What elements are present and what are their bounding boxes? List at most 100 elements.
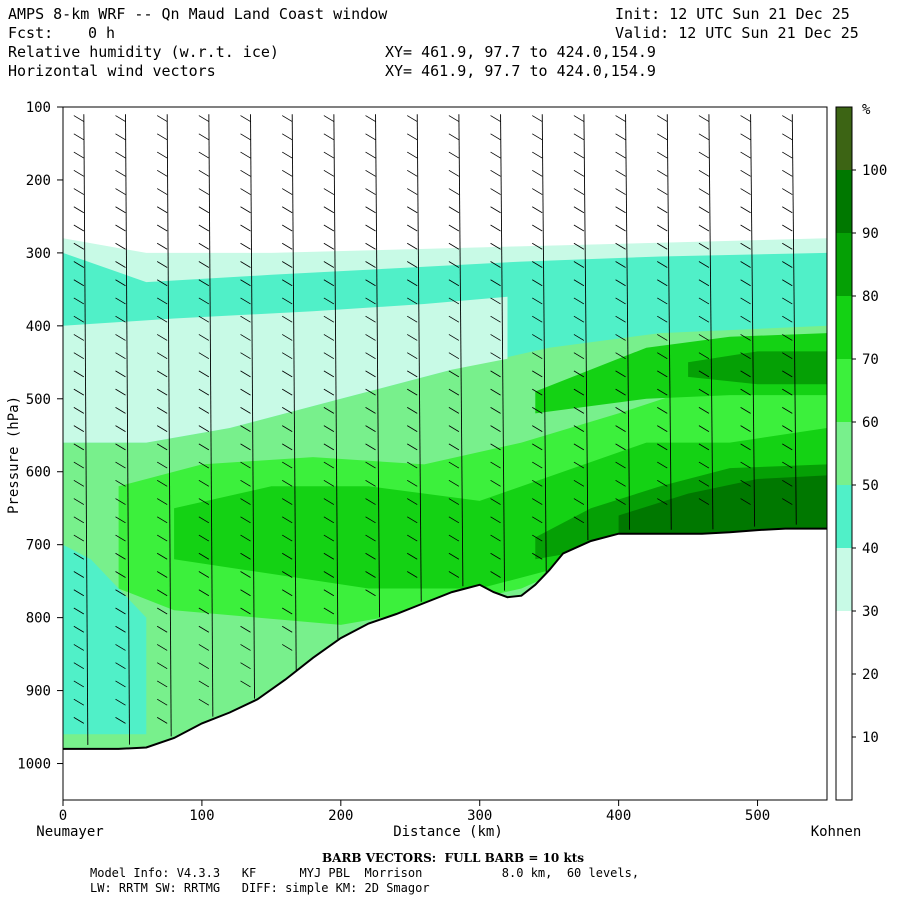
wind-barb-flag: [156, 662, 168, 670]
wind-barb-flag: [782, 188, 793, 195]
wind-barb-flag: [698, 334, 710, 341]
wind-barb-flag: [240, 589, 251, 597]
wind-barb-flag: [448, 461, 460, 469]
wind-barb-flag: [490, 169, 501, 177]
wind-barb-flag: [73, 370, 85, 378]
wind-barb-flag: [365, 315, 376, 323]
wind-barb-flag: [198, 334, 210, 341]
wind-barb-flag: [740, 188, 751, 195]
wind-barb-flag: [115, 261, 126, 268]
wind-barb-flag: [281, 425, 293, 432]
wind-barb-flag: [73, 589, 85, 597]
wind-barb-flag: [573, 224, 585, 232]
wind-barb-flag: [657, 443, 668, 451]
wind-barb-flag: [740, 370, 751, 378]
wind-barb-flag: [115, 151, 126, 159]
wind-barb-flag: [240, 370, 251, 378]
wind-barb-flag: [73, 115, 85, 122]
wind-barb-flag: [73, 388, 85, 396]
wind-barb-flag: [657, 133, 668, 141]
wind-barb-flag: [365, 279, 376, 287]
wind-barb-shaft: [791, 114, 797, 525]
wind-barb-flag: [657, 315, 668, 323]
wind-barb-flag: [573, 206, 585, 214]
y-tick-label: 300: [26, 246, 51, 262]
wind-barb-flag: [156, 388, 168, 396]
wind-barb-flag: [532, 206, 543, 214]
wind-barb-flag: [281, 242, 293, 250]
wind-barb-flag: [407, 315, 418, 323]
wind-barb-flag: [740, 279, 751, 287]
wind-barb-flag: [365, 151, 376, 159]
field-name-wind: Horizontal wind vectors: [8, 62, 216, 80]
wind-barb-flag: [115, 680, 126, 688]
colorbar-swatch: [836, 107, 852, 170]
wind-barb-flag: [198, 115, 210, 122]
colorbar-swatch: [836, 611, 852, 674]
wind-barb-flag: [73, 297, 85, 305]
wind-barb-flag: [782, 315, 793, 323]
wind-barb-flag: [156, 698, 168, 706]
wind-barb-flag: [740, 206, 751, 214]
wind-barb-flag: [740, 115, 751, 122]
wind-barb-flag: [407, 552, 418, 560]
wind-barb-flag: [532, 188, 543, 195]
wind-barb-flag: [448, 133, 460, 141]
wind-barb-flag: [365, 461, 376, 469]
field-name-rh: Relative humidity (w.r.t. ice): [8, 43, 279, 61]
wind-barb-flag: [490, 133, 501, 141]
y-tick-label: 900: [26, 684, 51, 700]
wind-barb-flag: [532, 516, 543, 524]
wind-barb-flag: [573, 151, 585, 159]
wind-barb-flag: [698, 206, 710, 214]
wind-barb-flag: [782, 443, 793, 451]
wind-barb-flag: [198, 571, 210, 578]
wind-barb-flag: [448, 352, 460, 360]
wind-barb-flag: [532, 297, 543, 305]
wind-barb-flag: [323, 479, 335, 487]
wind-barb-shaft: [750, 114, 756, 527]
wind-barb-flag: [407, 407, 418, 414]
colorbar-swatch: [836, 674, 852, 737]
wind-barb-flag: [740, 352, 751, 360]
wind-barb-flag: [532, 115, 543, 122]
wind-barb-flag: [657, 352, 668, 360]
wind-barb-flag: [240, 224, 251, 232]
wind-barb-flag: [573, 479, 585, 487]
wind-barb-flag: [73, 625, 85, 633]
y-axis-label: Pressure (hPa): [6, 396, 22, 514]
wind-barb-flag: [115, 516, 126, 524]
wind-barb-flag: [240, 206, 251, 214]
wind-barb-shaft: [375, 114, 380, 618]
wind-barb-flag: [281, 224, 293, 232]
wind-barb-flag: [740, 407, 751, 414]
wind-barb-flag: [323, 571, 335, 578]
wind-barb-flag: [490, 315, 501, 323]
wind-barb-flag: [532, 352, 543, 360]
wind-barb-flag: [281, 534, 293, 542]
wind-barb-flag: [115, 206, 126, 214]
wind-barb-flag: [281, 388, 293, 396]
wind-barb-flag: [281, 206, 293, 214]
wind-barb-flag: [73, 644, 85, 651]
wind-barb-flag: [323, 407, 335, 414]
wind-barb-flag: [156, 370, 168, 378]
wind-barb-flag: [115, 607, 126, 615]
y-tick-label: 700: [26, 538, 51, 554]
wind-barb-flag: [73, 680, 85, 688]
wind-barb-flag: [240, 534, 251, 542]
wind-barb-flag: [323, 169, 335, 177]
wind-barb-flag: [73, 261, 85, 268]
wind-barb-flag: [115, 407, 126, 414]
wind-barb-flag: [323, 534, 335, 542]
wind-barb-flag: [281, 352, 293, 360]
wind-barb-flag: [782, 352, 793, 360]
wind-barb-flag: [740, 224, 751, 232]
wind-barb-flag: [740, 498, 751, 505]
wind-barb-flag: [740, 169, 751, 177]
wind-barb-flag: [156, 407, 168, 414]
y-tick-label: 500: [26, 392, 51, 408]
wind-barb-flag: [156, 479, 168, 487]
wind-barb-flag: [240, 279, 251, 287]
wind-barb-flag: [198, 680, 210, 688]
